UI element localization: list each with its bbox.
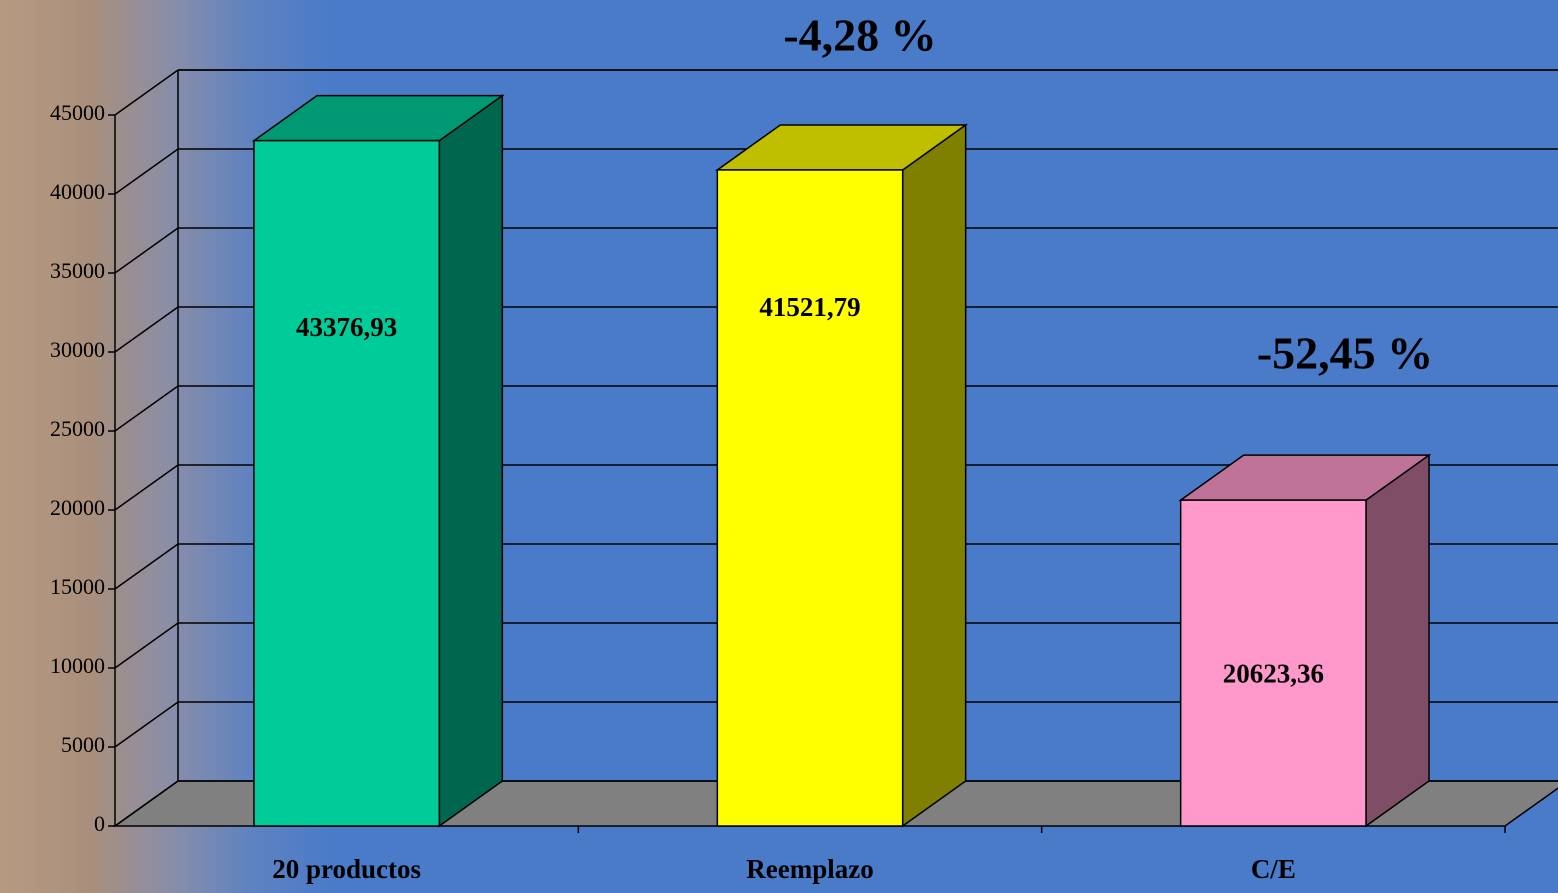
grid-line (114, 464, 179, 511)
x-tick-label: 20 productos (272, 854, 421, 884)
grid-line (114, 622, 179, 669)
y-tick-label: 35000 (50, 258, 105, 283)
bar (716, 169, 904, 827)
grid-line (114, 148, 179, 195)
bar-side (1365, 453, 1430, 828)
bar-side (901, 123, 967, 828)
y-tick-label: 30000 (50, 337, 105, 362)
y-tick-label: 20000 (50, 495, 105, 520)
grid-line (114, 69, 179, 116)
annotation: -4,28 % (783, 10, 936, 61)
x-tick-label: C/E (1251, 854, 1296, 884)
bar (1179, 499, 1367, 827)
grid-line (114, 306, 179, 353)
y-tick-label: 10000 (50, 653, 105, 678)
grid-line (114, 780, 179, 827)
y-tick-label: 40000 (50, 179, 105, 204)
grid-line (114, 701, 179, 748)
y-tick-label: 15000 (50, 574, 105, 599)
y-tick-label: 0 (94, 811, 105, 836)
grid-line (114, 385, 179, 432)
value-label: 41521,79 (759, 292, 860, 322)
y-tick-label: 5000 (61, 732, 105, 757)
y-tick-label: 45000 (50, 100, 105, 125)
bar-side (438, 94, 504, 828)
value-label: 43376,93 (296, 312, 397, 342)
y-tick-label: 25000 (50, 416, 105, 441)
value-label: 20623,36 (1223, 658, 1324, 688)
grid-line (114, 227, 179, 274)
bar (253, 139, 441, 827)
grid-line (114, 543, 179, 590)
x-tick-label: Reemplazo (746, 854, 873, 884)
annotation: -52,45 % (1257, 328, 1433, 379)
